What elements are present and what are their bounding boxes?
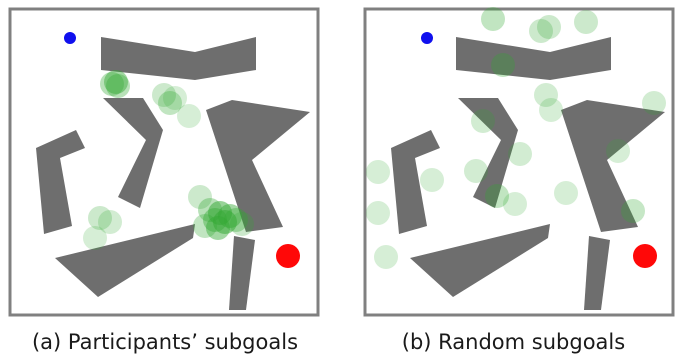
subgoal-marker xyxy=(230,212,254,236)
obstacle-right-arrow xyxy=(561,100,665,232)
subgoal-marker xyxy=(420,168,444,192)
subgoal-marker xyxy=(104,70,128,94)
obstacle-central-spike xyxy=(103,98,163,208)
subgoal-marker xyxy=(642,91,666,115)
obstacle-left-arm xyxy=(36,130,85,234)
maze-frame xyxy=(363,7,675,317)
random-subgoals xyxy=(366,7,666,269)
subgoal-marker xyxy=(158,91,182,115)
maze-frame xyxy=(8,7,320,317)
subgoal-marker xyxy=(534,83,558,107)
goal-marker xyxy=(276,244,300,268)
obstacle-top-bar xyxy=(101,37,256,80)
panel-caption: (b) Random subgoals xyxy=(401,330,626,354)
subgoal-marker xyxy=(218,204,242,228)
subgoal-marker xyxy=(366,201,390,225)
subgoal-marker xyxy=(98,210,122,234)
subgoal-marker xyxy=(481,7,505,31)
subgoal-marker xyxy=(574,10,598,34)
obstacle-central-spike xyxy=(458,98,518,208)
start-marker xyxy=(64,32,76,44)
subgoal-marker xyxy=(503,192,527,216)
subgoal-marker xyxy=(188,185,212,209)
subgoal-marker xyxy=(554,181,578,205)
subgoal-marker xyxy=(529,19,553,43)
subgoal-marker xyxy=(537,15,561,39)
maze-figure xyxy=(8,7,675,317)
subgoal-marker xyxy=(88,206,112,230)
participant-subgoals xyxy=(83,70,254,250)
subgoal-marker xyxy=(606,139,630,163)
subgoal-marker xyxy=(106,74,130,98)
obstacle-bottom-blade xyxy=(410,224,550,297)
subgoal-marker xyxy=(224,208,248,232)
subgoal-marker xyxy=(471,109,495,133)
panel-participants xyxy=(8,7,320,317)
subgoal-marker xyxy=(163,86,187,110)
obstacle-top-bar xyxy=(456,37,611,80)
obstacles xyxy=(36,37,310,310)
start-marker xyxy=(421,32,433,44)
obstacle-bottom-blade xyxy=(55,224,195,297)
subgoal-marker xyxy=(177,104,201,128)
obstacles xyxy=(391,37,665,310)
subgoal-marker xyxy=(539,98,563,122)
subgoal-marker xyxy=(152,83,176,107)
subgoal-marker xyxy=(621,199,645,223)
obstacle-bottom-post xyxy=(229,236,255,310)
subgoal-marker xyxy=(485,184,509,208)
goal-marker xyxy=(633,244,657,268)
subgoal-marker xyxy=(213,210,237,234)
subgoal-marker xyxy=(193,214,217,238)
panel-caption: (a) Participants’ subgoals xyxy=(31,330,299,354)
subgoal-marker xyxy=(508,142,532,166)
subgoal-marker xyxy=(206,216,230,240)
subgoal-marker xyxy=(464,159,488,183)
obstacle-right-arrow xyxy=(206,100,310,232)
panel-random xyxy=(363,7,675,317)
subgoal-marker xyxy=(100,72,124,96)
subgoal-marker xyxy=(83,226,107,250)
subgoal-marker xyxy=(366,160,390,184)
obstacle-left-arm xyxy=(391,130,440,234)
obstacle-bottom-post xyxy=(584,236,610,310)
subgoal-marker xyxy=(374,245,398,269)
subgoal-marker xyxy=(491,53,515,77)
